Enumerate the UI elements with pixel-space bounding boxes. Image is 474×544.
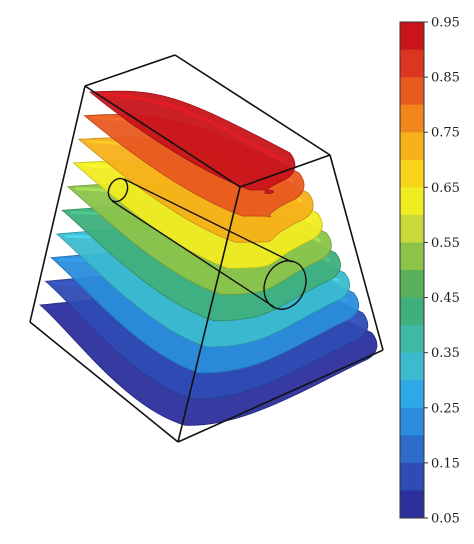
colorbar-ticks: 0.95 0.85 0.75 0.65 0.55 0.45 0.35 0.25 0.15 0.05 bbox=[424, 16, 460, 527]
colorbar-bands bbox=[400, 22, 424, 519]
colorbar-band bbox=[400, 297, 424, 326]
colorbar-tick-label: 0.15 bbox=[431, 456, 460, 471]
frame-edge bbox=[29, 321, 179, 443]
cylinder-edge bbox=[123, 178, 293, 263]
colorbar-band bbox=[400, 214, 424, 243]
volume-plot bbox=[29, 54, 384, 443]
colorbar-band bbox=[400, 22, 424, 51]
frame-edge bbox=[177, 349, 384, 443]
frame-edge bbox=[329, 154, 384, 351]
frame-edge bbox=[29, 85, 86, 323]
colorbar-band bbox=[400, 352, 424, 381]
cylinder-end-near bbox=[263, 260, 307, 310]
cylinder-edge bbox=[111, 200, 275, 308]
isosurface-sheet bbox=[88, 90, 296, 195]
colorbar-band bbox=[400, 187, 424, 216]
colorbar-tick-label: 0.55 bbox=[431, 236, 460, 251]
colorbar-band bbox=[400, 104, 424, 133]
colorbar-band bbox=[400, 435, 424, 464]
colorbar-band bbox=[400, 77, 424, 106]
colorbar-band bbox=[400, 242, 424, 271]
frame-front-edges bbox=[29, 85, 384, 443]
colorbar: 0.95 0.85 0.75 0.65 0.55 0.45 0.35 0.25 0.15 0.05 bbox=[399, 16, 460, 527]
colorbar-band bbox=[400, 159, 424, 188]
colorbar-tick-label: 0.85 bbox=[431, 71, 460, 86]
frame-edge bbox=[177, 186, 241, 443]
colorbar-frame bbox=[399, 21, 425, 519]
colorbar-tick-label: 0.35 bbox=[431, 346, 460, 361]
colorbar-tick-label: 0.95 bbox=[431, 16, 460, 31]
colorbar-tick-label: 0.25 bbox=[431, 401, 460, 416]
isosurface-highlight bbox=[97, 92, 285, 163]
colorbar-tick-label: 0.75 bbox=[431, 126, 460, 141]
frame-edge bbox=[174, 54, 331, 156]
colorbar-band bbox=[400, 407, 424, 436]
colorbar-band bbox=[400, 380, 424, 409]
colorbar-tick-label: 0.05 bbox=[431, 512, 460, 527]
isosurface-layers bbox=[39, 90, 378, 426]
colorbar-band bbox=[400, 490, 424, 519]
colorbar-band bbox=[400, 270, 424, 299]
colorbar-tick-label: 0.45 bbox=[431, 291, 460, 306]
colorbar-band bbox=[400, 462, 424, 491]
colorbar-band bbox=[400, 132, 424, 161]
frame-back-edges bbox=[29, 54, 331, 323]
cylinder-outline bbox=[107, 177, 307, 310]
frame-edge bbox=[84, 54, 176, 87]
frame-edge bbox=[84, 85, 241, 188]
colorbar-band bbox=[400, 49, 424, 78]
frame-edge bbox=[239, 154, 331, 188]
colorbar-tick-label: 0.65 bbox=[431, 181, 460, 196]
colorbar-band bbox=[400, 325, 424, 354]
